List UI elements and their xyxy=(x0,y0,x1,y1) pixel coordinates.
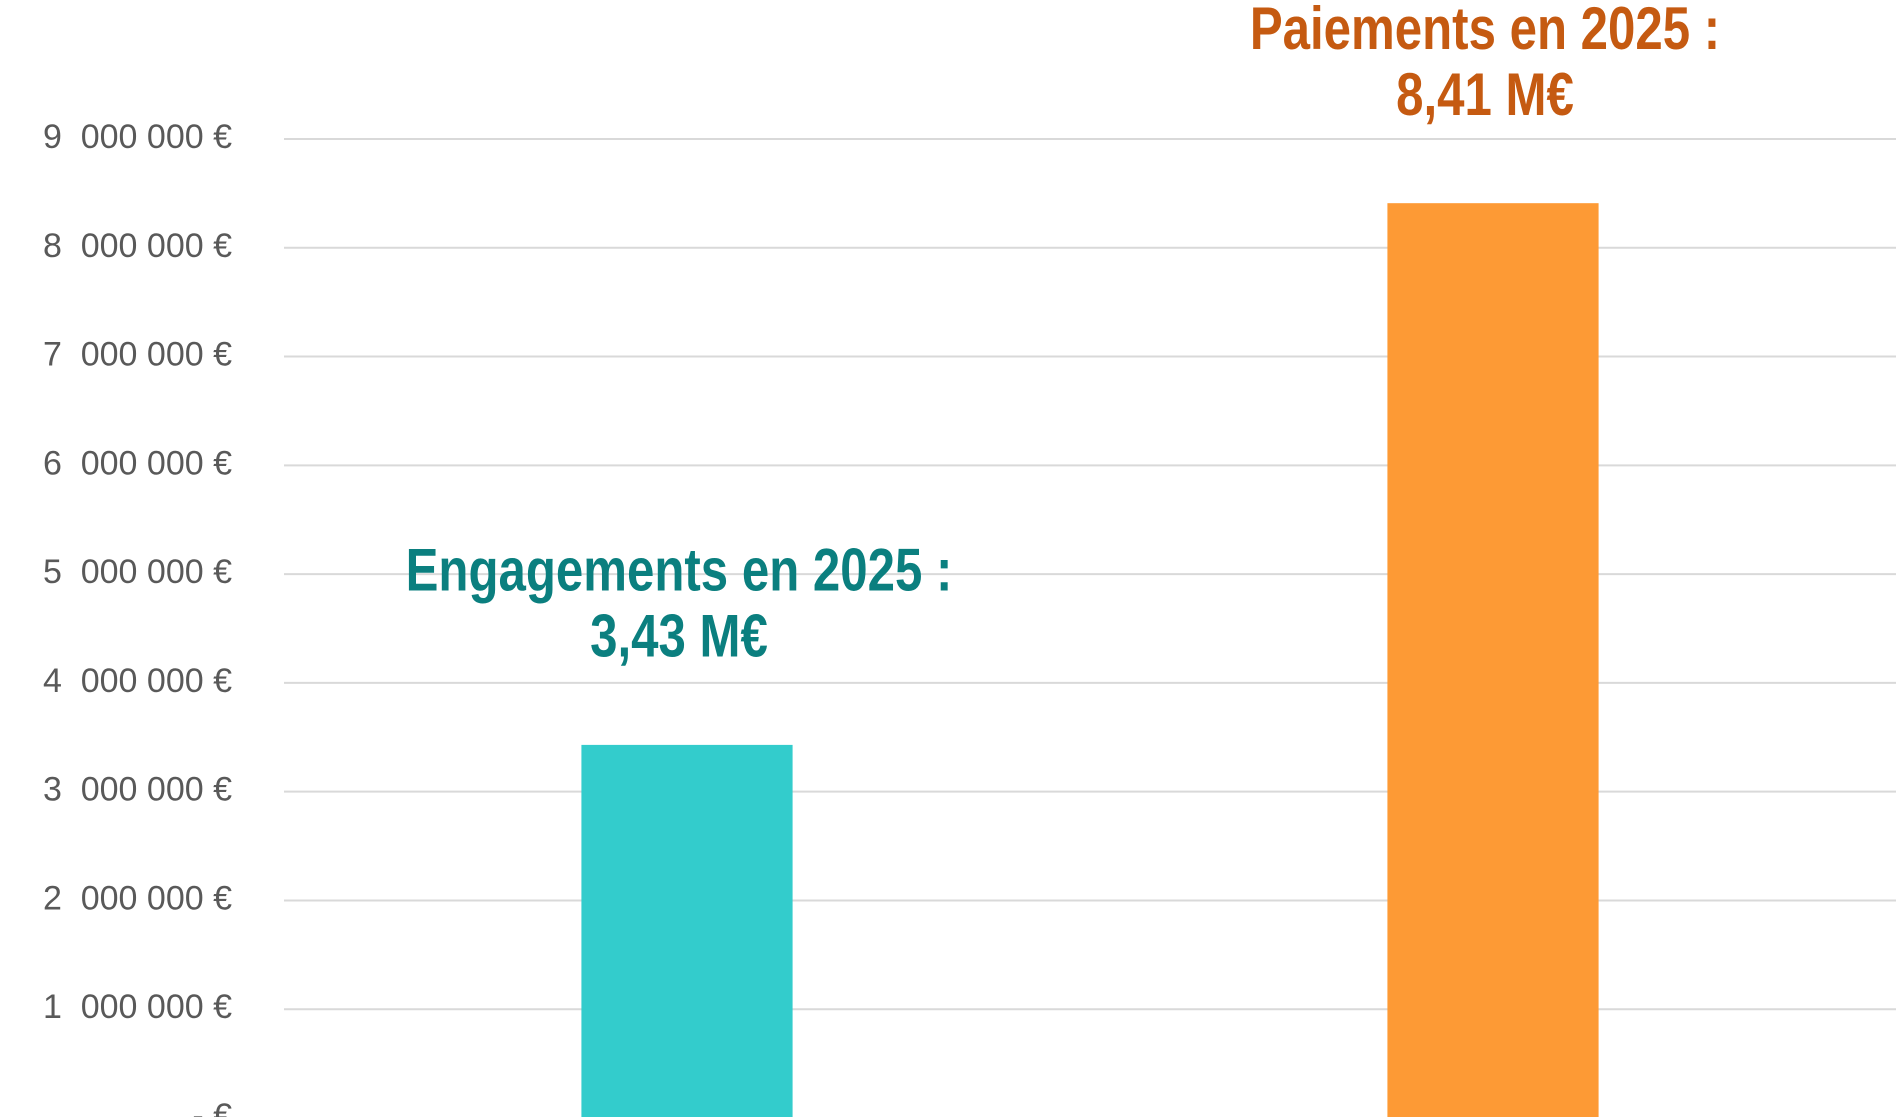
y-tick-label: 1 000 000 € xyxy=(43,988,232,1026)
y-tick-label: 2 000 000 € xyxy=(43,879,232,917)
category-label: Paiements en 2025 : xyxy=(1250,0,1720,62)
value-label: 3,43 M€ xyxy=(590,602,768,670)
value-label: 8,41 M€ xyxy=(1396,60,1574,128)
y-tick-label: 8 000 000 € xyxy=(43,227,232,265)
y-tick-label: 4 000 000 € xyxy=(43,662,232,700)
y-tick-label: 9 000 000 € xyxy=(43,118,232,156)
y-tick-label: 5 000 000 € xyxy=(43,553,232,591)
bar-annotation: Engagements en 2025 : xyxy=(406,536,953,604)
bar xyxy=(581,744,793,1117)
y-tick-label: - € xyxy=(192,1097,232,1117)
bar-annotation: 8,41 M€ xyxy=(1396,60,1574,128)
bar-annotation: 3,43 M€ xyxy=(590,602,768,670)
y-tick-label: 3 000 000 € xyxy=(43,771,232,809)
bar xyxy=(1387,203,1599,1117)
category-label: Engagements en 2025 : xyxy=(406,536,953,604)
y-tick-label: 6 000 000 € xyxy=(43,444,232,482)
bar-annotation: Paiements en 2025 : xyxy=(1250,0,1720,62)
y-tick-label: 7 000 000 € xyxy=(43,336,232,374)
